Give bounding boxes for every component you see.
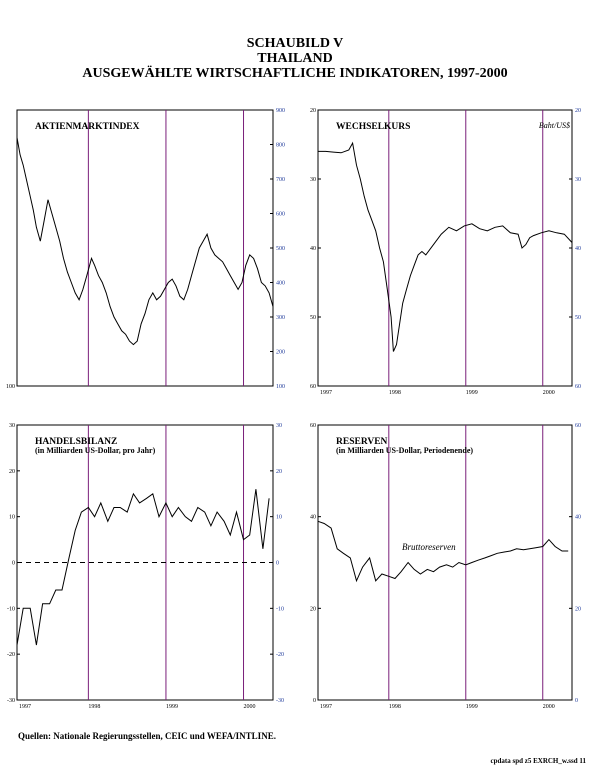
- panel3-subtitle: (in Milliarden US-Dollar, pro Jahr): [35, 446, 156, 455]
- panel4-tick-label-left-20: 20: [310, 606, 316, 612]
- panel3-tick-label-left-10: 10: [9, 515, 15, 521]
- panel2-tick-label-left-30: 30: [310, 177, 316, 183]
- panel4-x-label-1997: 1997: [320, 704, 332, 710]
- panel2-tick-label-right-30: 30: [575, 177, 581, 183]
- panel3-title: HANDELSBILANZ: [35, 437, 117, 447]
- panel2-tick-label-right-20: 20: [575, 108, 581, 114]
- panel3-x-label-2000: 2000: [244, 704, 256, 710]
- panel3-tick-label-left--20: -20: [7, 652, 15, 658]
- panel2-tick-label-left-20: 20: [310, 108, 316, 114]
- panel4-frame: [317, 424, 573, 701]
- panel3-tick-label-right--30: -30: [276, 698, 284, 704]
- panel3-series-line-1: [16, 489, 270, 646]
- panel3-tick-label-right--20: -20: [276, 652, 284, 658]
- panel2-frame: [317, 109, 573, 387]
- panel1-tick-label-right-800: 800: [276, 143, 285, 149]
- panel3-x-label-1997: 1997: [19, 704, 31, 710]
- panel2-tick-label-right-40: 40: [575, 246, 581, 252]
- panel2-tick-label-right-60: 60: [575, 384, 581, 390]
- panel1-tick-label-right-100: 100: [276, 384, 285, 390]
- panel2-series-line-1: [318, 141, 573, 352]
- panel4-x-label-1999: 1999: [466, 704, 478, 710]
- panel4-tick-label-left-60: 60: [310, 423, 316, 429]
- panel3-tick-label-left-0: 0: [12, 561, 15, 567]
- panel3-tick-label-left-20: 20: [9, 469, 15, 475]
- panel1-tick-label-right-300: 300: [276, 315, 285, 321]
- panel4-tick-label-left-0: 0: [313, 698, 316, 704]
- panel1-tick-label-right-900: 900: [276, 108, 285, 114]
- panel4-tick-label-right-20: 20: [575, 606, 581, 612]
- source-note: Quellen: Nationale Regierungsstellen, CE…: [18, 731, 276, 741]
- panel4-title: RESERVEN: [336, 437, 388, 447]
- panel2-tick-label-left-50: 50: [310, 315, 316, 321]
- panel4-series-line-1: [317, 520, 569, 583]
- panel1-tick-label-right-700: 700: [276, 177, 285, 183]
- figure-number: SCHAUBILD V: [246, 36, 344, 51]
- panel2-x-label-1998: 1998: [389, 390, 401, 396]
- panel2-x-label-1999: 1999: [466, 390, 478, 396]
- panel2-tick-label-left-40: 40: [310, 246, 316, 252]
- panel4-series-label: Bruttoreserven: [402, 542, 456, 552]
- file-code: cpdata spd z5 EXRCH_w.ssd 11: [490, 757, 587, 765]
- panel2-x-label-1997: 1997: [320, 390, 332, 396]
- panel1-tick-label-right-600: 600: [276, 212, 285, 218]
- panel3-tick-label-right-30: 30: [276, 423, 282, 429]
- panel4-tick-label-right-0: 0: [575, 698, 578, 704]
- panel2-x-label-2000: 2000: [543, 390, 555, 396]
- panel3-tick-label-right--10: -10: [276, 606, 284, 612]
- panel1-tick-label-left-100: 100: [6, 384, 15, 390]
- panel2-unit-label: Baht/US$: [539, 121, 570, 130]
- country-title: THAILAND: [257, 51, 333, 66]
- panel3-tick-label-right-20: 20: [276, 469, 282, 475]
- panel1-tick-label-right-200: 200: [276, 350, 285, 356]
- panel3-tick-label-left--10: -10: [7, 606, 15, 612]
- panel4-x-label-1998: 1998: [389, 704, 401, 710]
- panel4-tick-label-right-60: 60: [575, 423, 581, 429]
- panel3-tick-label-right-10: 10: [276, 515, 282, 521]
- panel2-title: WECHSELKURS: [336, 122, 410, 132]
- panel1-series-line-1: [16, 137, 274, 346]
- panel3-tick-label-left-30: 30: [9, 423, 15, 429]
- panel1-title: AKTIENMARKTINDEX: [35, 122, 140, 132]
- panel3-x-label-1998: 1998: [88, 704, 100, 710]
- figure-title: AUSGEWÄHLTE WIRTSCHAFTLICHE INDIKATOREN,…: [82, 66, 508, 81]
- panel3-tick-label-left--30: -30: [7, 698, 15, 704]
- panel3-x-label-1999: 1999: [166, 704, 178, 710]
- panel1-tick-label-right-500: 500: [276, 246, 285, 252]
- panel4-x-label-2000: 2000: [543, 704, 555, 710]
- panel4-tick-label-left-40: 40: [310, 515, 316, 521]
- panel2-tick-label-left-60: 60: [310, 384, 316, 390]
- panel1-tick-label-right-400: 400: [276, 281, 285, 287]
- panel1-frame: [16, 109, 274, 387]
- panel3-tick-label-right-0: 0: [276, 561, 279, 567]
- panel4-subtitle: (in Milliarden US-Dollar, Periodenende): [336, 446, 473, 455]
- panel2-tick-label-right-50: 50: [575, 315, 581, 321]
- panel4-tick-label-right-40: 40: [575, 515, 581, 521]
